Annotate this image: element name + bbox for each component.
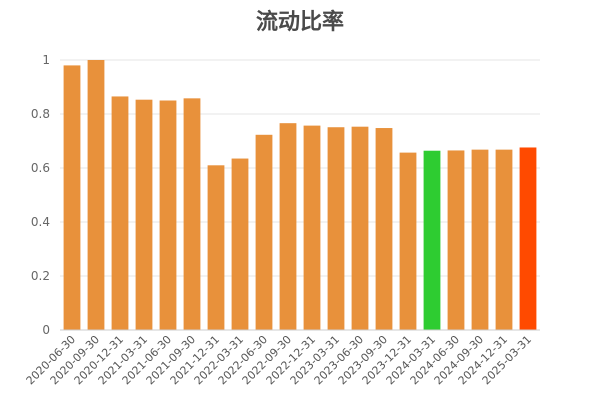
y-axis-ticks: 0 0.2 0.4 0.6 0.8 1 <box>31 53 50 337</box>
bar-2023-03-31 <box>327 127 345 330</box>
bar-2022-12-31 <box>303 125 321 330</box>
bar-2023-12-31 <box>399 152 417 330</box>
bar-2022-06-30 <box>255 134 273 330</box>
chart-title: 流动比率 <box>255 10 344 35</box>
y-tick-label: 0.6 <box>31 161 50 175</box>
bar-2024-03-31 <box>423 150 441 330</box>
bar-2020-09-30 <box>87 60 105 330</box>
bar-2020-12-31 <box>111 96 129 330</box>
bar-2022-03-31 <box>231 158 249 330</box>
grid-lines <box>60 59 540 331</box>
y-tick-label: 1 <box>42 53 50 67</box>
bar-2023-09-30 <box>375 128 393 330</box>
y-tick-label: 0.8 <box>31 107 50 121</box>
bars <box>63 60 537 331</box>
bar-2024-09-30 <box>471 149 489 330</box>
y-tick-label: 0.2 <box>31 269 50 283</box>
bar-2025-03-31 <box>519 147 537 330</box>
bar-2024-12-31 <box>495 149 513 330</box>
x-axis-ticks: 2020-06-302020-09-302020-12-312021-03-31… <box>24 333 534 387</box>
y-tick-label: 0.4 <box>31 215 50 229</box>
bar-2023-06-30 <box>351 126 369 330</box>
bar-2022-09-30 <box>279 123 297 331</box>
y-tick-label: 0 <box>42 323 50 337</box>
bar-2021-12-31 <box>207 165 225 330</box>
bar-2024-06-30 <box>447 150 465 330</box>
bar-2021-09-30 <box>183 98 201 330</box>
bar-2020-06-30 <box>63 65 81 331</box>
bar-2021-03-31 <box>135 99 153 330</box>
bar-2021-06-30 <box>159 100 177 330</box>
